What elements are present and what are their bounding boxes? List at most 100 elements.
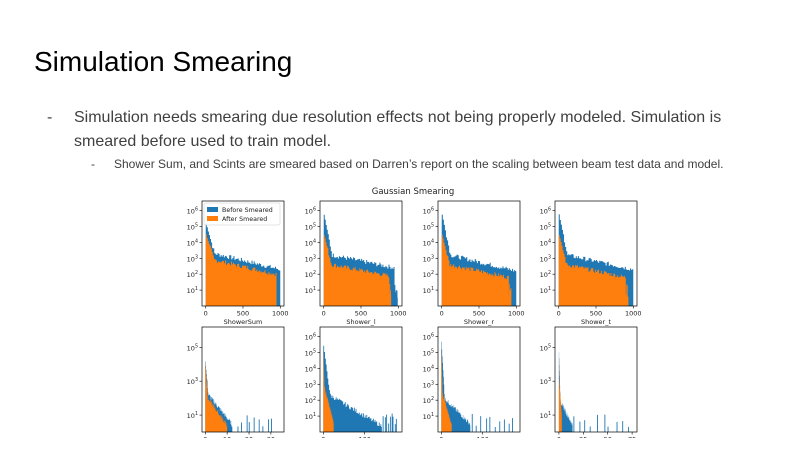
x-tick-label: 1000 <box>390 310 407 318</box>
histogram-panel: 101 102 103 104 105 106 0 500 1000 Shower_t <box>540 200 642 326</box>
y-tick-label: 104 <box>305 238 316 247</box>
y-tick-label: 105 <box>423 348 434 357</box>
y-tick-label: 104 <box>540 238 551 247</box>
before-smeared-histogram <box>441 341 471 432</box>
after-smeared-histogram <box>558 355 562 432</box>
y-tick-label: 104 <box>423 238 434 247</box>
histogram-panel: 101 102 103 104 105 106 0 500 1000 ShowerSum Befor… <box>187 200 289 326</box>
y-tick-label: 101 <box>305 412 316 421</box>
y-tick-label: 101 <box>423 286 434 295</box>
x-axis-label: Shower_l <box>346 318 375 326</box>
legend: Before Smeared After Smeared <box>203 202 281 226</box>
y-tick-label: 102 <box>540 270 551 279</box>
histogram-panel: 101 102 103 104 105 106 0 500 1000 Shower_r <box>423 200 525 326</box>
x-tick-label: 100 <box>359 436 371 439</box>
histogram-panel: 1011021031041051060100SC_D_Eendsum <box>305 326 403 439</box>
bullet-marker: - <box>91 157 95 171</box>
figure-title: Gaussian Smearing <box>372 187 454 197</box>
x-tick-label: 0 <box>322 310 326 318</box>
x-tick-label: 0 <box>440 310 444 318</box>
x-tick-label: 0 <box>321 436 325 439</box>
y-tick-label: 106 <box>305 333 316 342</box>
bullet-text: Shower Sum, and Scints are smeared based… <box>114 157 724 171</box>
y-tick-label: 102 <box>423 396 434 405</box>
x-tick-label: 1000 <box>272 310 289 318</box>
y-tick-label: 105 <box>187 222 198 231</box>
legend-box <box>203 202 281 226</box>
histogram-panel: 101 102 103 104 105 106 0 500 1000 Shower_l <box>305 200 407 326</box>
x-tick-label: 75 <box>628 436 636 439</box>
axes-frame <box>319 326 403 433</box>
x-tick-label: 500 <box>590 310 602 318</box>
y-tick-label: 105 <box>540 222 551 231</box>
after-smeared-histogram <box>205 362 228 432</box>
after-smeared-histogram <box>323 351 334 432</box>
after-smeared-histogram <box>558 235 626 306</box>
y-tick-label: 102 <box>305 396 316 405</box>
y-tick-label: 103 <box>305 254 316 263</box>
y-tick-label: 101 <box>187 411 198 420</box>
after-smeared-histogram <box>441 234 509 306</box>
y-tick-label: 103 <box>540 377 551 386</box>
x-tick-label: 1000 <box>625 310 642 318</box>
y-tick-label: 105 <box>305 222 316 231</box>
after-smeared-histogram <box>441 348 452 432</box>
x-tick-label: 10 <box>223 436 231 439</box>
histogram-panel: 1011031050102030SC_A_Eendsum <box>187 326 285 439</box>
x-tick-label: 0 <box>557 310 561 318</box>
y-tick-label: 101 <box>187 286 198 295</box>
y-tick-label: 102 <box>423 270 434 279</box>
y-tick-label: 103 <box>305 380 316 389</box>
x-axis-label: Shower_t <box>581 318 611 326</box>
legend-label: After Smeared <box>222 216 267 223</box>
y-tick-label: 101 <box>540 286 551 295</box>
x-tick-label: 30 <box>267 436 275 439</box>
histogram-panel: 1011021031041051060100SC_C_Eendsum <box>423 326 521 439</box>
y-tick-label: 105 <box>540 343 551 352</box>
x-tick-label: 500 <box>473 310 485 318</box>
y-tick-label: 103 <box>423 254 434 263</box>
legend-label: Before Smeared <box>222 207 273 214</box>
y-tick-label: 103 <box>540 254 551 263</box>
x-tick-label: 0 <box>203 436 207 439</box>
x-tick-label: 500 <box>237 310 249 318</box>
y-tick-label: 106 <box>540 207 551 216</box>
x-tick-label: 100 <box>477 436 489 439</box>
x-tick-label: 0 <box>204 310 208 318</box>
legend-swatch <box>207 207 218 212</box>
slide-title: Simulation Smearing <box>34 46 293 77</box>
y-tick-label: 103 <box>423 380 434 389</box>
y-tick-label: 106 <box>423 207 434 216</box>
bullet-marker: - <box>47 109 53 126</box>
before-smeared-histogram <box>558 352 573 432</box>
x-tick-label: 25 <box>579 436 587 439</box>
after-smeared-histogram <box>205 234 277 306</box>
y-tick-label: 104 <box>187 238 198 247</box>
legend-swatch <box>207 216 218 221</box>
after-smeared-histogram <box>323 235 390 306</box>
y-tick-label: 102 <box>187 270 198 279</box>
y-tick-label: 101 <box>305 286 316 295</box>
y-tick-label: 105 <box>187 343 198 352</box>
x-axis-label: Shower_r <box>464 318 494 326</box>
axes-frame <box>437 326 521 433</box>
x-tick-label: 20 <box>245 436 253 439</box>
x-tick-label: 0 <box>439 436 443 439</box>
y-tick-label: 101 <box>423 412 434 421</box>
y-tick-label: 103 <box>187 377 198 386</box>
x-axis-label: ShowerSum <box>224 318 263 326</box>
x-tick-label: 50 <box>604 436 612 439</box>
y-tick-label: 106 <box>423 333 434 342</box>
y-tick-label: 105 <box>305 348 316 357</box>
axes-frame <box>554 326 638 433</box>
bullet-text: Simulation needs smearing due resolution… <box>74 109 722 150</box>
y-tick-label: 104 <box>423 364 434 373</box>
x-tick-label: 500 <box>355 310 367 318</box>
y-tick-label: 105 <box>423 222 434 231</box>
y-tick-label: 103 <box>187 254 198 263</box>
y-tick-label: 104 <box>305 364 316 373</box>
y-tick-label: 102 <box>305 270 316 279</box>
x-tick-label: 1000 <box>508 310 525 318</box>
axes-frame <box>201 326 285 433</box>
